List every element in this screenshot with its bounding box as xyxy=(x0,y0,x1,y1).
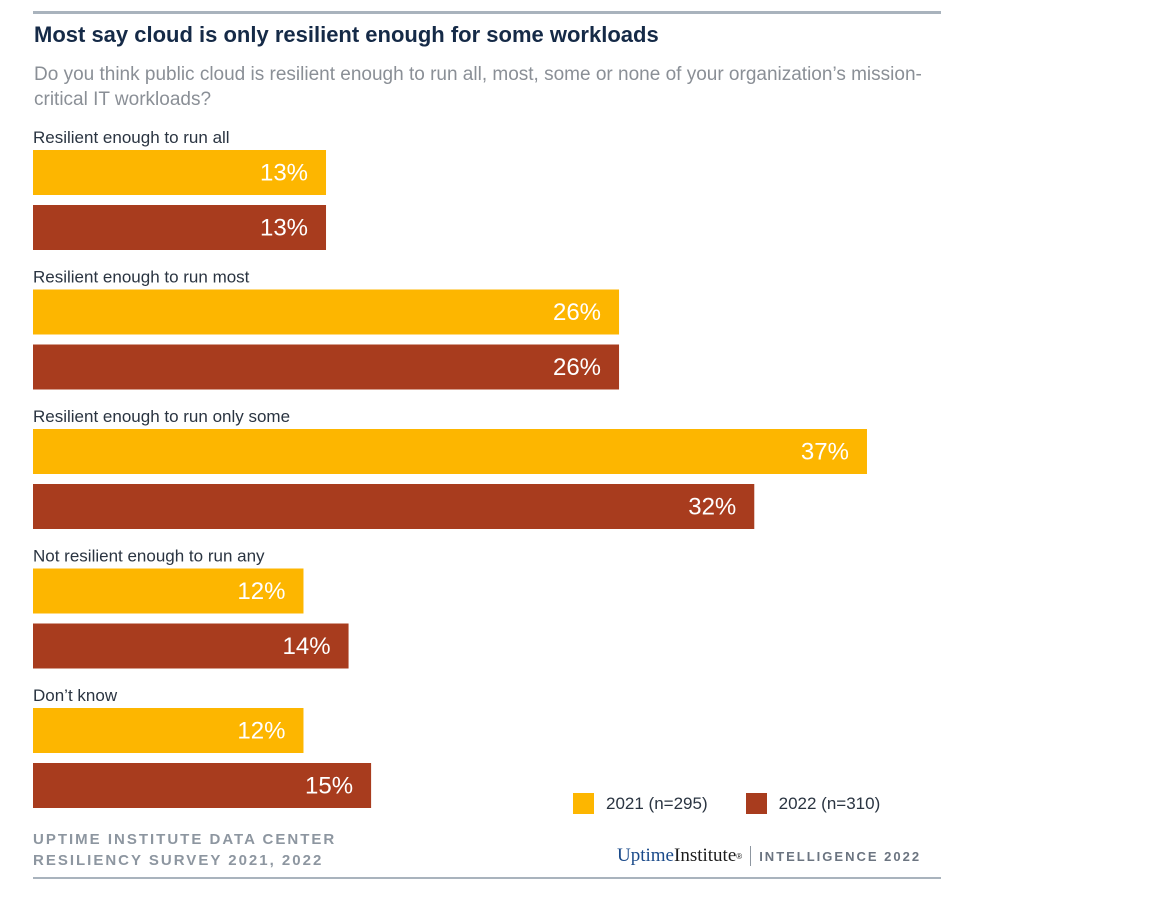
source-note: UPTIME INSTITUTE DATA CENTER RESILIENCY … xyxy=(33,829,336,871)
bar-value-label: 14% xyxy=(283,633,331,660)
legend-item-2021: 2021 (n=295) xyxy=(573,793,708,814)
legend-swatch-2021 xyxy=(573,793,594,814)
bar-2021 xyxy=(33,150,327,195)
legend-label-2022: 2022 (n=310) xyxy=(778,793,881,813)
category-label: Resilient enough to run all xyxy=(33,128,230,147)
bar-value-label: 26% xyxy=(553,354,601,381)
bar-value-label: 37% xyxy=(801,439,849,466)
legend: 2021 (n=295) 2022 (n=310) xyxy=(573,793,880,814)
bar-2022 xyxy=(33,763,372,808)
category-label: Resilient enough to run only some xyxy=(33,407,290,426)
category-label: Don’t know xyxy=(33,686,118,705)
brand-registered-mark: ® xyxy=(736,851,743,861)
category-label: Resilient enough to run most xyxy=(33,268,250,287)
bar-value-label: 12% xyxy=(237,718,285,745)
bar-value-label: 32% xyxy=(688,494,736,521)
bar-value-label: 13% xyxy=(260,160,308,187)
brand-institute: Institute xyxy=(674,845,737,866)
bar-2022 xyxy=(33,205,327,250)
legend-item-2022: 2022 (n=310) xyxy=(745,793,881,814)
bar-value-label: 26% xyxy=(553,299,601,326)
legend-swatch-2022 xyxy=(745,793,767,814)
bottom-rule xyxy=(33,877,941,879)
bar-2022 xyxy=(33,623,349,669)
bar-value-label: 15% xyxy=(305,773,353,800)
chart-title: Most say cloud is only resilient enough … xyxy=(34,22,659,47)
bar-2021 xyxy=(33,708,304,753)
brand-divider xyxy=(750,846,752,866)
bar-2021 xyxy=(33,289,620,335)
bar-2021 xyxy=(33,429,867,474)
category-label: Not resilient enough to run any xyxy=(33,547,265,566)
top-rule xyxy=(33,11,941,14)
bar-2022 xyxy=(33,344,620,390)
brand-logo: Uptime Institute ® INTELLIGENCE 2022 xyxy=(617,845,921,867)
bar-value-label: 12% xyxy=(237,578,285,605)
chart-subtitle: Do you think public cloud is resilient e… xyxy=(34,64,922,110)
bar-value-label: 13% xyxy=(260,215,308,242)
brand-uptime: Uptime xyxy=(617,845,674,866)
legend-label-2021: 2021 (n=295) xyxy=(606,793,708,813)
bar-2022 xyxy=(33,484,755,529)
source-line-1: UPTIME INSTITUTE DATA CENTER xyxy=(33,831,337,848)
bar-2021 xyxy=(33,568,304,614)
source-line-2: RESILIENCY SURVEY 2021, 2022 xyxy=(33,852,324,869)
brand-intelligence: INTELLIGENCE 2022 xyxy=(759,848,922,864)
